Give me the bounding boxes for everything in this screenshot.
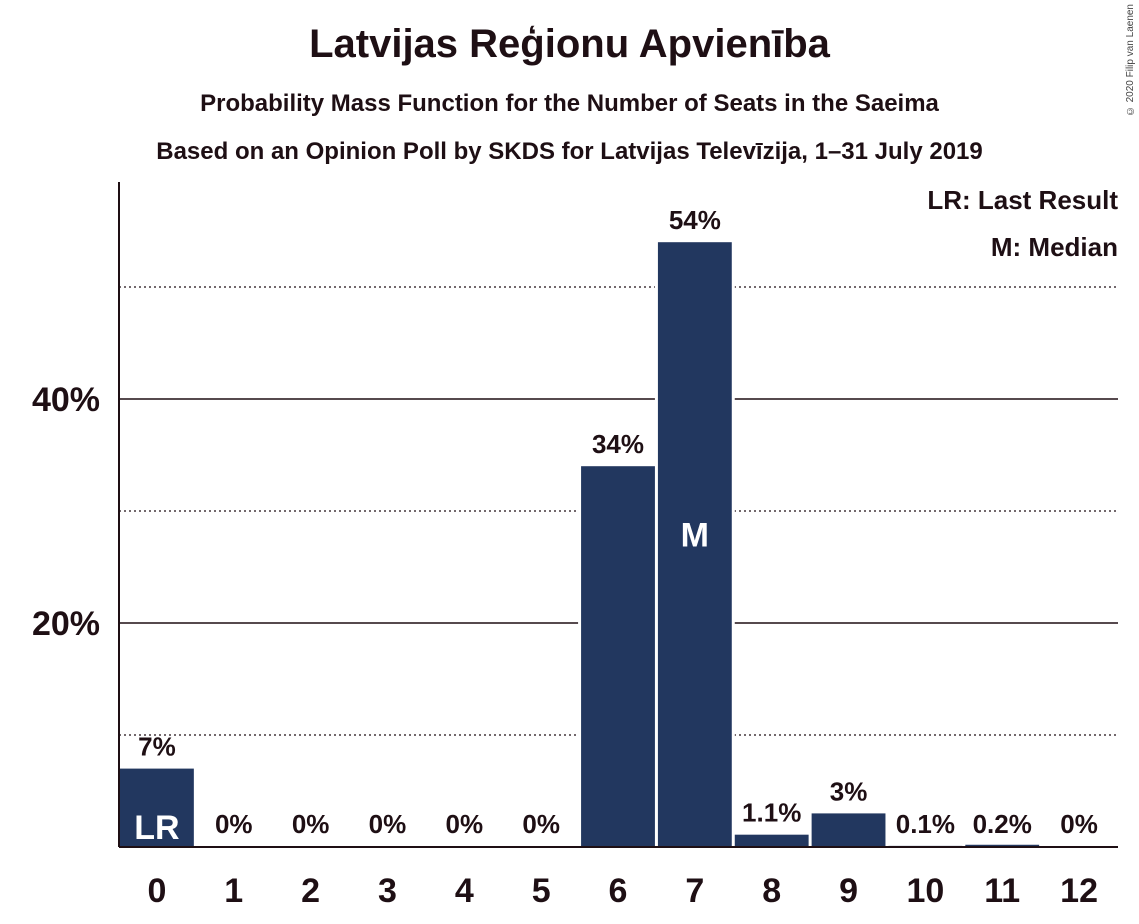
x-tick-label: 4 bbox=[455, 872, 474, 910]
x-tick-label: 3 bbox=[378, 872, 397, 910]
bar bbox=[120, 768, 194, 847]
bar-marker-lr: LR bbox=[134, 809, 179, 847]
chart-title: Latvijas Reģionu Apvienība bbox=[309, 22, 830, 66]
bar-value-label: 0.2% bbox=[973, 809, 1032, 839]
x-tick-label: 7 bbox=[685, 872, 704, 910]
bar-value-label: 1.1% bbox=[742, 798, 801, 828]
bar-value-label: 0% bbox=[369, 809, 407, 839]
x-tick-label: 2 bbox=[301, 872, 320, 910]
bar bbox=[734, 834, 809, 847]
bar-value-label: 7% bbox=[138, 732, 176, 762]
y-tick-label: 20% bbox=[32, 605, 100, 643]
bar-value-label: 0% bbox=[215, 809, 253, 839]
bar-value-label: 0.1% bbox=[896, 809, 955, 839]
legend-entry: LR: Last Result bbox=[927, 185, 1118, 215]
bar-value-label: 0% bbox=[446, 809, 484, 839]
bar-marker-m: M bbox=[681, 517, 709, 555]
x-tick-label: 9 bbox=[839, 872, 858, 910]
bar bbox=[657, 242, 732, 847]
x-tick-label: 8 bbox=[762, 872, 781, 910]
bar bbox=[811, 813, 886, 847]
y-tick-label: 40% bbox=[32, 381, 100, 419]
legend-entry: M: Median bbox=[991, 232, 1118, 262]
bar bbox=[581, 466, 655, 847]
x-tick-label: 10 bbox=[906, 872, 944, 910]
bar-value-label: 0% bbox=[292, 809, 330, 839]
x-tick-label: 1 bbox=[224, 872, 243, 910]
bar bbox=[965, 844, 1040, 847]
x-tick-label: 6 bbox=[609, 872, 628, 910]
bar-value-label: 0% bbox=[1060, 809, 1098, 839]
x-tick-label: 12 bbox=[1060, 872, 1098, 910]
x-tick-label: 0 bbox=[147, 872, 166, 910]
chart-subtitle-poll: Based on an Opinion Poll by SKDS for Lat… bbox=[156, 138, 983, 165]
bar-value-label: 54% bbox=[669, 205, 721, 235]
x-tick-label: 5 bbox=[532, 872, 551, 910]
bar-value-label: 3% bbox=[830, 776, 868, 806]
x-tick-label: 11 bbox=[984, 872, 1020, 910]
bar-value-label: 0% bbox=[522, 809, 560, 839]
chart-subtitle: Probability Mass Function for the Number… bbox=[200, 90, 939, 117]
bar-value-label: 34% bbox=[592, 429, 644, 459]
